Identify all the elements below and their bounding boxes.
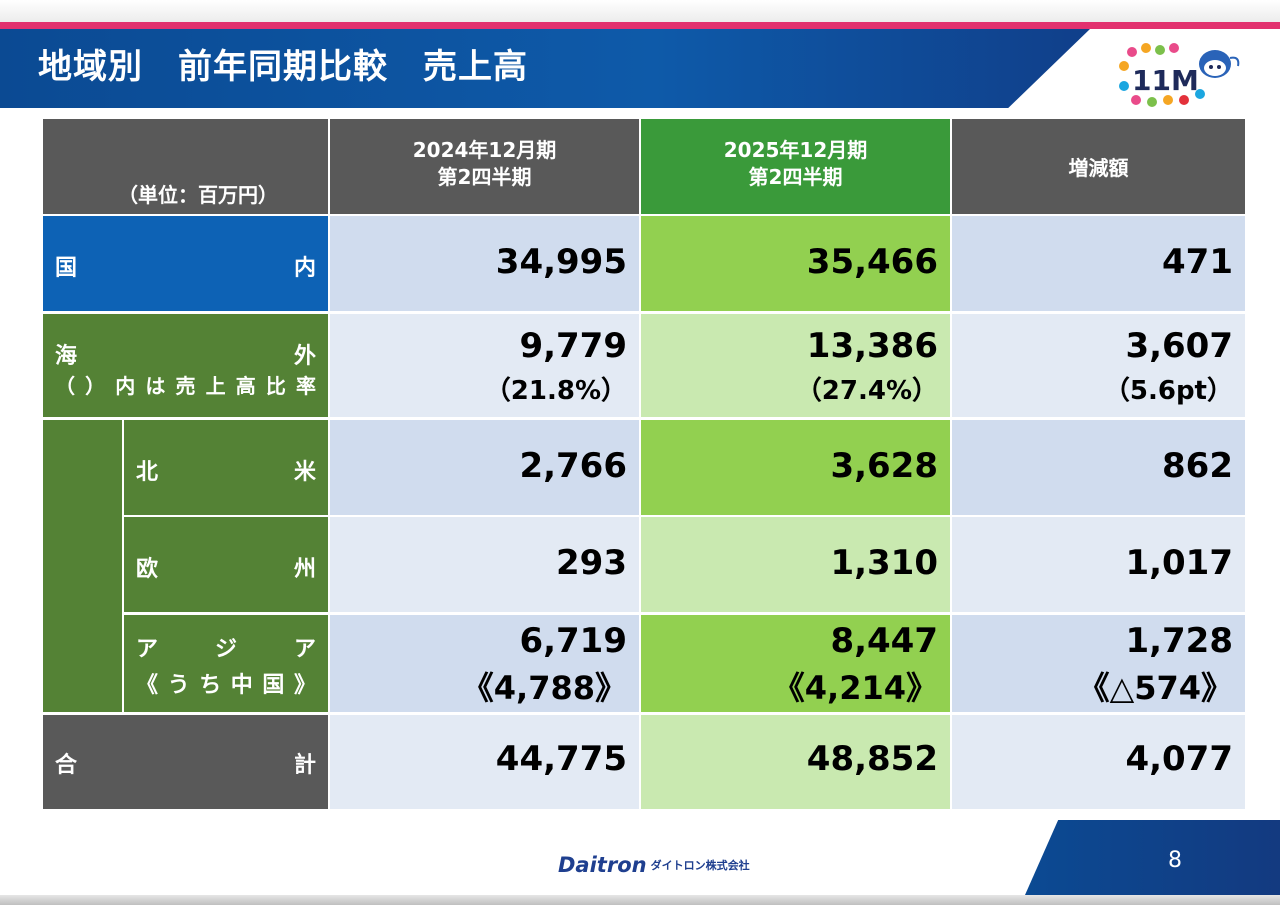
overseas-diff-ratio: （5.6pt） bbox=[1103, 376, 1233, 406]
asia-label-1: ア bbox=[136, 637, 159, 662]
row-label-domestic: 国 内 bbox=[43, 216, 328, 311]
top-stripe bbox=[0, 0, 1280, 22]
na-curr-cell: 3,628 bbox=[641, 420, 950, 515]
header-prev-quarter: 第2四半期 bbox=[437, 165, 532, 189]
domestic-diff-value: 471 bbox=[1162, 242, 1233, 282]
header-prev-year: 2024年12月期 bbox=[412, 138, 557, 162]
na-diff-value: 862 bbox=[1162, 446, 1233, 486]
overseas-diff-cell: 3,607 （5.6pt） bbox=[952, 314, 1245, 417]
page-title: 地域別 前年同期比較 売上高 bbox=[38, 47, 528, 87]
overseas-sublabel-char: 比 bbox=[265, 374, 286, 398]
total-prev-value: 44,775 bbox=[495, 739, 627, 779]
header-curr-year: 2025年12月期 bbox=[723, 138, 868, 162]
eu-label-2: 州 bbox=[293, 557, 316, 582]
total-diff-value: 4,077 bbox=[1125, 739, 1233, 779]
overseas-diff-value: 3,607 bbox=[1125, 326, 1233, 366]
asia-sublabel-char: 《 bbox=[136, 673, 159, 698]
row-label-europe: 欧 州 bbox=[124, 517, 328, 612]
asia-label-3: ア bbox=[293, 637, 316, 662]
overseas-curr-ratio: （27.4%） bbox=[795, 376, 938, 406]
asia-prev-china: 《4,788》 bbox=[461, 669, 627, 707]
overseas-sublabel-char: 高 bbox=[235, 374, 256, 398]
footer-bar bbox=[1025, 820, 1280, 895]
overseas-sublabel-char: 売 bbox=[175, 374, 196, 398]
total-diff-cell: 4,077 bbox=[952, 715, 1245, 809]
eu-curr-value: 1,310 bbox=[830, 543, 938, 583]
overseas-prev-ratio: （21.8%） bbox=[484, 376, 627, 406]
na-prev-value: 2,766 bbox=[519, 446, 627, 486]
domestic-prev-cell: 34,995 bbox=[330, 216, 639, 311]
domestic-diff-cell: 471 bbox=[952, 216, 1245, 311]
total-label-2: 計 bbox=[293, 753, 316, 778]
eu-diff-cell: 1,017 bbox=[952, 517, 1245, 612]
domestic-prev-value: 34,995 bbox=[495, 242, 627, 282]
row-label-overseas: 海 外 （ ） 内 は 売 上 高 比 率 bbox=[43, 314, 328, 417]
eu-diff-value: 1,017 bbox=[1125, 543, 1233, 583]
logo-text: 11M bbox=[1132, 64, 1199, 97]
overseas-prev-value: 9,779 bbox=[519, 326, 627, 366]
footer-brand: Daitron ダイトロン株式会社 bbox=[558, 850, 750, 880]
overseas-label-2: 外 bbox=[293, 344, 316, 369]
header-diff-label: 増減額 bbox=[1068, 156, 1129, 180]
overseas-sublabel-char: 上 bbox=[205, 374, 226, 398]
page-number: 8 bbox=[1168, 848, 1182, 873]
total-label-1: 合 bbox=[55, 753, 78, 778]
overseas-sublabel-char: は bbox=[145, 374, 166, 398]
domestic-curr-cell: 35,466 bbox=[641, 216, 950, 311]
overseas-sublabel-char: 内 bbox=[115, 374, 136, 398]
domestic-label-1: 国 bbox=[55, 256, 78, 281]
row-label-total: 合 計 bbox=[43, 715, 328, 809]
overseas-label-1: 海 bbox=[55, 344, 78, 369]
na-prev-cell: 2,766 bbox=[330, 420, 639, 515]
eu-label-1: 欧 bbox=[136, 557, 159, 582]
na-curr-value: 3,628 bbox=[830, 446, 938, 486]
asia-prev-value: 6,719 bbox=[519, 621, 627, 661]
unit-label: （単位：百万円） bbox=[118, 183, 278, 207]
asia-sublabel-char: う bbox=[167, 673, 190, 698]
overseas-prev-cell: 9,779 （21.8%） bbox=[330, 314, 639, 417]
total-curr-cell: 48,852 bbox=[641, 715, 950, 809]
subregion-indent-block bbox=[43, 420, 122, 712]
brand-logo-text: Daitron bbox=[558, 853, 647, 877]
asia-sublabel-char: 国 bbox=[262, 673, 285, 698]
header-curr-period: 2025年12月期 第2四半期 bbox=[641, 119, 950, 214]
total-curr-value: 48,852 bbox=[806, 739, 938, 779]
asia-diff-china: 《△574》 bbox=[1077, 669, 1233, 707]
asia-sublabel-char: ち bbox=[199, 673, 222, 698]
domestic-curr-value: 35,466 bbox=[806, 242, 938, 282]
asia-label-2: ジ bbox=[214, 637, 237, 662]
overseas-curr-cell: 13,386 （27.4%） bbox=[641, 314, 950, 417]
overseas-sublabel-char: 率 bbox=[296, 374, 316, 398]
footer-stripe bbox=[0, 895, 1280, 905]
total-prev-cell: 44,775 bbox=[330, 715, 639, 809]
header-unit-cell: （単位：百万円） bbox=[43, 119, 328, 214]
eu-curr-cell: 1,310 bbox=[641, 517, 950, 612]
na-label-1: 北 bbox=[136, 460, 159, 485]
asia-prev-cell: 6,719 《4,788》 bbox=[330, 615, 639, 712]
overseas-curr-value: 13,386 bbox=[806, 326, 938, 366]
asia-diff-value: 1,728 bbox=[1125, 621, 1233, 661]
header-curr-quarter: 第2四半期 bbox=[748, 165, 843, 189]
asia-curr-cell: 8,447 《4,214》 bbox=[641, 615, 950, 712]
asia-diff-cell: 1,728 《△574》 bbox=[952, 615, 1245, 712]
accent-line bbox=[0, 22, 1280, 29]
asia-sublabel-char: 》 bbox=[293, 673, 316, 698]
title-bar bbox=[0, 29, 1090, 108]
na-diff-cell: 862 bbox=[952, 420, 1245, 515]
brand-company-name: ダイトロン株式会社 bbox=[650, 859, 750, 872]
row-label-north-america: 北 米 bbox=[124, 420, 328, 515]
eu-prev-value: 293 bbox=[556, 543, 627, 583]
header-diff: 増減額 bbox=[952, 119, 1245, 214]
header-prev-period: 2024年12月期 第2四半期 bbox=[330, 119, 639, 214]
overseas-sublabel-char: ） bbox=[85, 374, 106, 398]
asia-curr-value: 8,447 bbox=[830, 621, 938, 661]
na-label-2: 米 bbox=[293, 460, 316, 485]
domestic-label-2: 内 bbox=[293, 256, 316, 281]
eu-prev-cell: 293 bbox=[330, 517, 639, 612]
overseas-sublabel-char: （ bbox=[55, 374, 75, 398]
company-logo: 11M bbox=[1119, 43, 1240, 107]
row-label-asia: ア ジ ア 《 う ち 中 国 》 bbox=[124, 615, 328, 712]
asia-curr-china: 《4,214》 bbox=[772, 669, 938, 707]
asia-sublabel-char: 中 bbox=[230, 673, 253, 698]
